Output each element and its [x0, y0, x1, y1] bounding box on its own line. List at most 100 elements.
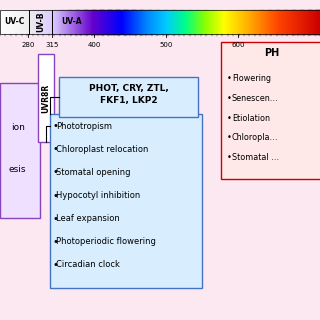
Bar — [183, 10, 184, 34]
Bar — [261, 10, 262, 34]
Bar — [111, 10, 112, 34]
Bar — [71, 10, 72, 34]
Text: Etiolation: Etiolation — [232, 114, 270, 123]
Bar — [262, 10, 263, 34]
Bar — [309, 10, 310, 34]
Bar — [115, 10, 116, 34]
Bar — [43, 10, 44, 34]
Bar — [103, 10, 104, 34]
Bar — [212, 10, 213, 34]
Bar — [309, 10, 310, 34]
Bar — [77, 10, 78, 34]
Bar — [215, 10, 216, 34]
Bar — [268, 10, 269, 34]
Text: •: • — [52, 236, 58, 247]
Bar — [40, 10, 41, 34]
Bar — [258, 10, 259, 34]
Text: Photoperiodic flowering: Photoperiodic flowering — [56, 237, 156, 246]
Bar — [267, 10, 268, 34]
Bar — [22, 10, 23, 34]
Bar — [319, 10, 320, 34]
Bar — [166, 10, 167, 34]
Bar — [285, 10, 286, 34]
Bar — [235, 10, 236, 34]
Bar — [49, 10, 50, 34]
Text: UVR8R: UVR8R — [42, 84, 51, 113]
Bar — [249, 10, 250, 34]
Bar — [234, 10, 235, 34]
Bar — [311, 10, 312, 34]
Bar — [218, 10, 219, 34]
Bar — [62, 10, 63, 34]
Bar — [204, 10, 205, 34]
Bar — [202, 10, 203, 34]
Bar — [245, 10, 246, 34]
Bar — [257, 10, 258, 34]
Bar — [34, 10, 35, 34]
Bar — [134, 10, 135, 34]
Text: •: • — [227, 114, 231, 123]
Bar — [118, 10, 119, 34]
Bar — [230, 10, 231, 34]
Bar — [123, 10, 124, 34]
Bar — [123, 10, 124, 34]
Bar — [75, 10, 76, 34]
Bar — [50, 114, 202, 288]
Bar — [135, 10, 136, 34]
Bar — [233, 10, 234, 34]
Bar — [16, 10, 17, 34]
Bar — [167, 10, 168, 34]
Bar — [213, 10, 214, 34]
Bar — [256, 10, 257, 34]
Bar — [194, 10, 195, 34]
Bar — [31, 10, 32, 34]
Bar — [139, 10, 140, 34]
Bar — [250, 10, 251, 34]
Bar — [150, 10, 151, 34]
Bar — [83, 10, 84, 34]
Bar — [15, 10, 16, 34]
Bar — [251, 10, 252, 34]
Bar — [217, 10, 218, 34]
Bar — [266, 10, 267, 34]
Bar — [37, 10, 38, 34]
Bar — [55, 10, 56, 34]
Bar — [253, 10, 254, 34]
Bar — [199, 10, 200, 34]
Bar — [50, 10, 51, 34]
Bar — [302, 10, 303, 34]
Bar — [245, 10, 246, 34]
Bar — [132, 10, 133, 34]
Bar — [22, 10, 23, 34]
Bar — [151, 10, 152, 34]
Bar — [186, 10, 187, 34]
Bar — [287, 10, 288, 34]
Bar — [229, 10, 230, 34]
Bar — [218, 10, 219, 34]
Bar — [53, 10, 54, 34]
Bar — [46, 10, 47, 34]
Bar — [27, 10, 28, 34]
Text: 315: 315 — [45, 42, 59, 48]
Bar — [225, 10, 226, 34]
Bar — [210, 10, 211, 34]
Bar — [70, 10, 71, 34]
Bar — [293, 10, 294, 34]
Bar — [279, 10, 280, 34]
Bar — [14, 10, 15, 34]
Bar — [170, 10, 171, 34]
Bar — [269, 10, 270, 34]
Bar — [91, 10, 92, 34]
Bar — [66, 10, 67, 34]
Bar — [270, 10, 271, 34]
Bar — [69, 10, 70, 34]
Bar — [93, 10, 94, 34]
Bar — [58, 10, 59, 34]
Bar — [86, 10, 87, 34]
Bar — [315, 10, 316, 34]
Bar — [244, 10, 245, 34]
Bar — [119, 10, 120, 34]
Bar — [208, 10, 209, 34]
Bar — [237, 10, 238, 34]
Bar — [86, 10, 87, 34]
